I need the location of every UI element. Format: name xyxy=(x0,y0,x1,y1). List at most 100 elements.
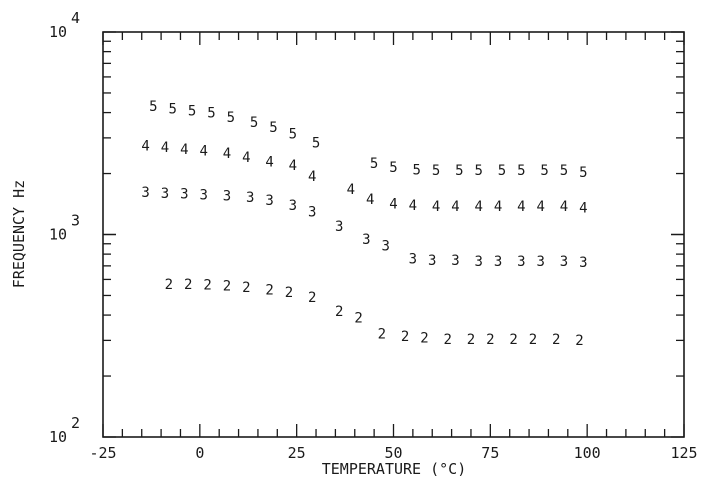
data-point-4: 4 xyxy=(289,158,297,174)
y-tick-label: 10 xyxy=(49,23,67,41)
data-point-3: 3 xyxy=(289,198,297,214)
data-point-3: 3 xyxy=(474,254,482,270)
data-point-3: 3 xyxy=(382,239,390,255)
data-point-4: 4 xyxy=(199,143,207,159)
data-point-5: 5 xyxy=(227,110,235,126)
data-point-4: 4 xyxy=(560,199,568,215)
data-point-3: 3 xyxy=(517,254,525,270)
data-point-4: 4 xyxy=(366,192,374,208)
data-point-5: 5 xyxy=(579,165,587,181)
data-point-3: 3 xyxy=(308,204,316,220)
data-point-2: 2 xyxy=(529,332,537,348)
data-point-5: 5 xyxy=(289,127,297,143)
data-point-5: 5 xyxy=(169,101,177,117)
data-point-5: 5 xyxy=(455,163,463,179)
data-point-4: 4 xyxy=(347,182,355,198)
x-tick-label: 75 xyxy=(481,444,499,462)
data-point-5: 5 xyxy=(149,99,157,115)
data-point-5: 5 xyxy=(269,120,277,136)
data-point-5: 5 xyxy=(432,163,440,179)
data-point-4: 4 xyxy=(180,142,188,158)
data-point-2: 2 xyxy=(223,278,231,294)
data-point-4: 4 xyxy=(451,199,459,215)
data-point-4: 4 xyxy=(389,197,397,213)
data-point-3: 3 xyxy=(199,187,207,203)
data-point-4: 4 xyxy=(242,150,250,166)
data-point-2: 2 xyxy=(165,277,173,293)
data-point-2: 2 xyxy=(486,332,494,348)
data-point-5: 5 xyxy=(413,162,421,178)
data-point-5: 5 xyxy=(312,135,320,151)
data-point-2: 2 xyxy=(378,326,386,342)
plot-frame xyxy=(102,31,685,438)
data-point-2: 2 xyxy=(401,329,409,345)
data-point-3: 3 xyxy=(223,188,231,204)
y-tick-label: 10 xyxy=(49,428,67,446)
x-axis-label: TEMPERATURE (°C) xyxy=(322,460,467,478)
data-point-3: 3 xyxy=(161,186,169,202)
data-point-2: 2 xyxy=(420,330,428,346)
data-point-3: 3 xyxy=(451,253,459,269)
data-point-4: 4 xyxy=(308,169,316,185)
data-point-5: 5 xyxy=(560,163,568,179)
data-point-2: 2 xyxy=(335,304,343,320)
data-point-3: 3 xyxy=(536,254,544,270)
data-point-5: 5 xyxy=(517,163,525,179)
data-point-3: 3 xyxy=(579,255,587,271)
data-point-3: 3 xyxy=(560,254,568,270)
data-point-2: 2 xyxy=(444,332,452,348)
x-tick-label: 50 xyxy=(384,444,402,462)
data-point-3: 3 xyxy=(265,193,273,209)
data-point-2: 2 xyxy=(467,332,475,348)
data-point-2: 2 xyxy=(575,333,583,349)
data-point-2: 2 xyxy=(203,278,211,294)
x-tick-label: 0 xyxy=(195,444,204,462)
y-axis-label: FREQUENCY Hz xyxy=(10,180,28,288)
data-point-4: 4 xyxy=(517,199,525,215)
data-point-4: 4 xyxy=(432,199,440,215)
data-point-5: 5 xyxy=(370,156,378,172)
data-point-4: 4 xyxy=(579,200,587,216)
data-point-2: 2 xyxy=(184,277,192,293)
data-point-4: 4 xyxy=(223,146,231,162)
data-point-4: 4 xyxy=(474,199,482,215)
data-point-5: 5 xyxy=(498,163,506,179)
data-point-3: 3 xyxy=(180,187,188,203)
data-point-4: 4 xyxy=(536,199,544,215)
data-point-2: 2 xyxy=(354,310,362,326)
y-tick-exponent: 3 xyxy=(71,212,80,230)
data-point-4: 4 xyxy=(141,139,149,155)
data-point-5: 5 xyxy=(474,163,482,179)
data-point-3: 3 xyxy=(246,190,254,206)
x-tick-labels: -25 0 25 50 75 100 125 xyxy=(89,444,697,462)
data-point-2: 2 xyxy=(308,290,316,306)
data-point-3: 3 xyxy=(141,185,149,201)
data-point-2: 2 xyxy=(509,332,517,348)
x-tick-label: 25 xyxy=(288,444,306,462)
data-point-3: 3 xyxy=(409,252,417,268)
x-tick-label: -25 xyxy=(89,444,116,462)
data-point-5: 5 xyxy=(188,103,196,119)
data-point-5: 5 xyxy=(250,115,258,131)
data-point-2: 2 xyxy=(242,280,250,296)
data-point-2: 2 xyxy=(265,283,273,299)
data-point-4: 4 xyxy=(161,140,169,156)
data-point-3: 3 xyxy=(335,219,343,235)
x-tick-label: 100 xyxy=(574,444,601,462)
y-tick-exponent: 4 xyxy=(71,9,80,27)
data-point-5: 5 xyxy=(207,106,215,122)
y-tick-exponent: 2 xyxy=(71,414,80,432)
data-point-4: 4 xyxy=(494,199,502,215)
y-tick-label: 10 xyxy=(49,226,67,244)
data-point-4: 4 xyxy=(409,198,417,214)
data-point-2: 2 xyxy=(285,285,293,301)
x-tick-label: 125 xyxy=(670,444,697,462)
data-point-4: 4 xyxy=(265,154,273,170)
data-point-3: 3 xyxy=(362,232,370,248)
data-point-2: 2 xyxy=(552,332,560,348)
axis-ticks xyxy=(102,31,685,438)
data-point-3: 3 xyxy=(428,253,436,269)
